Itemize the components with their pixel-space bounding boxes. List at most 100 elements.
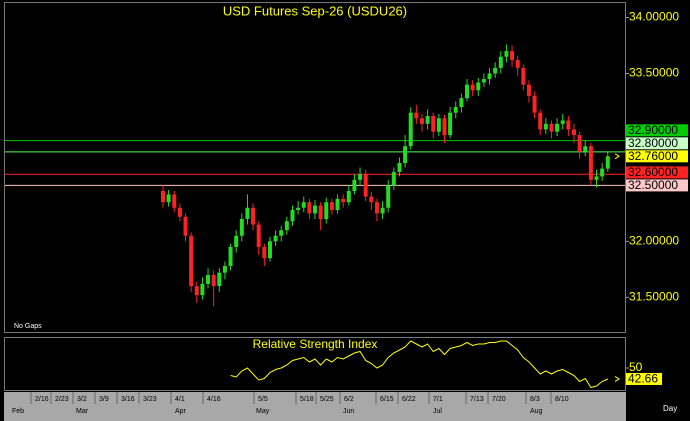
candle-body <box>172 194 177 208</box>
candle-body <box>363 174 368 197</box>
level-label-box <box>626 124 688 137</box>
candle-body <box>600 168 605 177</box>
candle-body <box>234 235 239 247</box>
x-tick-label: 6/2 <box>344 396 354 403</box>
x-tick-label: 2/23 <box>55 396 69 403</box>
candle-body <box>284 221 289 231</box>
level-label: 32.50000 <box>628 178 678 192</box>
candle-body <box>346 191 351 203</box>
candle-body <box>290 210 295 222</box>
x-tick-label: 2/16 <box>35 396 49 403</box>
candle-body <box>448 112 453 136</box>
candle-body <box>414 112 419 119</box>
candle-body <box>504 51 509 57</box>
x-tick-label: 7/13 <box>470 396 484 403</box>
x-month-label: May <box>256 408 270 415</box>
x-tick-label: 3/23 <box>143 396 157 403</box>
candle-body <box>493 67 498 74</box>
interval-label: Day <box>663 404 677 413</box>
x-tick-label: 8/3 <box>530 396 540 403</box>
candle-body <box>583 146 588 152</box>
candle-body <box>262 246 267 259</box>
candle-body <box>239 218 244 236</box>
main-panel <box>4 2 626 333</box>
y-tick-label: 31.50000 <box>629 289 679 303</box>
x-month-label: Jun <box>343 408 354 415</box>
candle-body <box>549 123 554 132</box>
candle-body <box>605 156 610 169</box>
rsi-last-box <box>626 372 662 385</box>
rsi-last-label: 42.66 <box>628 372 658 386</box>
chart-title: USD Futures Sep-26 (USDU26) <box>223 3 407 18</box>
candle-body <box>273 235 278 242</box>
candle-body <box>442 118 447 136</box>
candle-body <box>453 107 458 113</box>
x-tick-label: 5/18 <box>300 396 314 403</box>
candle-body <box>510 51 515 61</box>
candle-body <box>369 196 374 203</box>
x-tick-label: 6/15 <box>380 396 394 403</box>
x-month-label: Jul <box>433 408 442 415</box>
candle-body <box>515 60 520 68</box>
candle-body <box>307 202 312 214</box>
x-tick-label: 7/20 <box>492 396 506 403</box>
level-label: 32.90000 <box>628 123 678 137</box>
candle-body <box>566 120 571 130</box>
x-axis-strip <box>4 392 626 421</box>
candle-body <box>481 79 486 83</box>
candle-body <box>228 246 233 266</box>
candle-body <box>380 207 385 214</box>
candle-body <box>358 174 363 180</box>
x-month-label: Feb <box>12 408 24 415</box>
note: No Gaps <box>14 323 42 330</box>
candle-body <box>571 129 576 136</box>
candle-body <box>352 179 357 191</box>
level-label-box <box>626 179 688 192</box>
candle-body <box>391 171 396 186</box>
x-tick-label: 7/1 <box>433 396 443 403</box>
candle-body <box>577 135 582 152</box>
x-tick-label: 3/16 <box>121 396 135 403</box>
candle-body <box>521 67 526 85</box>
candle-body <box>487 73 492 80</box>
x-tick-label: 6/22 <box>402 396 416 403</box>
rsi-line <box>230 340 609 389</box>
x-tick-label: 4/16 <box>207 396 221 403</box>
level-label: 32.76000 <box>628 149 678 163</box>
candle-body <box>200 283 205 296</box>
y-tick-label: 33.50000 <box>629 66 679 80</box>
candle-body <box>425 116 430 124</box>
level-label-box <box>626 150 688 163</box>
candle-body <box>459 98 464 108</box>
candle-body <box>206 274 211 284</box>
candle-body <box>374 202 379 214</box>
candle-body <box>245 207 250 219</box>
candle-body <box>403 146 408 164</box>
candle-body <box>267 241 272 259</box>
candle-body <box>588 146 593 180</box>
level-label-box <box>626 137 688 150</box>
x-tick-label: 8/10 <box>555 396 569 403</box>
candle-body <box>296 207 301 211</box>
x-month-label: Aug <box>530 408 543 415</box>
rsi-panel <box>4 337 626 391</box>
candle-body <box>313 205 318 214</box>
candle-body <box>177 207 182 217</box>
candle-body <box>194 286 199 296</box>
candle-body <box>324 202 329 219</box>
x-tick-label: 3/2 <box>77 396 87 403</box>
candle-body <box>217 272 222 287</box>
candle-body <box>532 95 537 113</box>
candle-body <box>436 118 441 132</box>
rsi-arrow <box>614 376 620 382</box>
y-tick-label: 34.00000 <box>629 10 679 24</box>
candle-body <box>476 82 481 91</box>
candle-body <box>386 185 391 208</box>
candle-body <box>251 207 256 225</box>
candle-body <box>594 176 599 180</box>
candle-body <box>543 123 548 130</box>
level-label: 32.80000 <box>628 136 678 150</box>
candle-body <box>560 120 565 124</box>
